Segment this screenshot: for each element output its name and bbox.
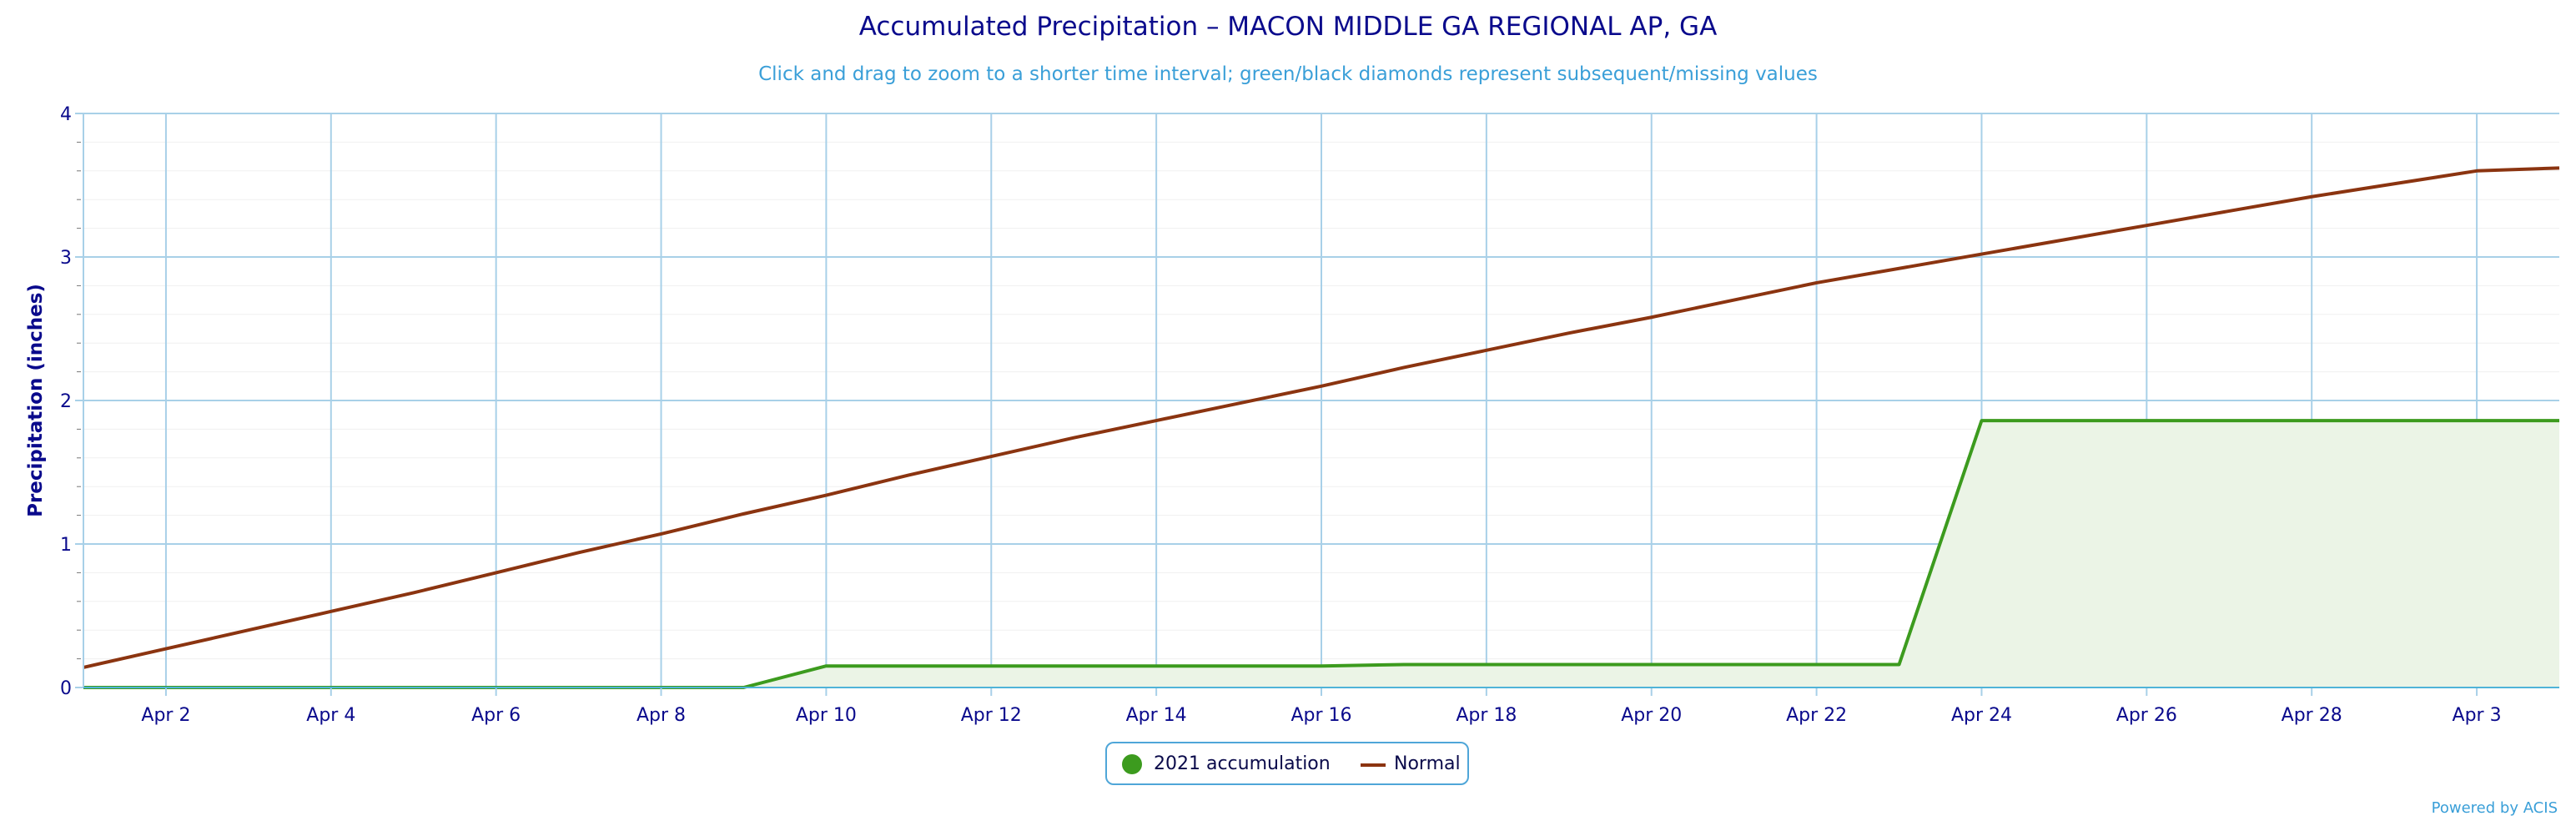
x-tick-label: Apr 4: [306, 705, 355, 726]
x-tick-label: Apr 8: [636, 705, 686, 726]
x-tick-label: Apr 6: [471, 705, 521, 726]
legend-label-2021-accumulation[interactable]: 2021 accumulation: [1154, 753, 1331, 774]
x-tick-label: Apr 24: [1951, 705, 2012, 726]
x-tick-label: Apr 3: [2453, 705, 2502, 726]
credits-link[interactable]: Powered by ACIS: [2431, 799, 2558, 817]
legend-marker-normal[interactable]: [1361, 763, 1386, 767]
series-area-2021-accumulation: [83, 421, 2559, 688]
legend: 2021 accumulation Normal: [1105, 742, 1469, 785]
legend-label-normal[interactable]: Normal: [1394, 753, 1461, 774]
chart-title: Accumulated Precipitation – MACON MIDDLE…: [858, 12, 1718, 42]
x-tick-label: Apr 18: [1456, 705, 1517, 726]
axis-layer: 0 1 2 3 4 Apr 2 Apr 4 Apr 6 Apr 8 Apr 10 Apr 12 Apr…: [60, 104, 2559, 726]
y-tick-label: 3: [60, 248, 72, 269]
x-tick-label: Apr 12: [961, 705, 1022, 726]
x-tick-label: Apr 26: [2116, 705, 2177, 726]
x-tick-label: Apr 2: [141, 705, 190, 726]
y-tick-label: 4: [60, 104, 72, 125]
x-tick-label: Apr 28: [2282, 705, 2342, 726]
y-axis-title: Precipitation (inches): [25, 284, 47, 517]
series-line-normal: [83, 166, 2560, 669]
x-tick-label: Apr 14: [1126, 705, 1187, 726]
y-tick-label: 1: [60, 535, 72, 556]
x-tick-label: Apr 20: [1621, 705, 1682, 726]
y-tick-label: 0: [60, 678, 72, 699]
legend-marker-2021-accumulation[interactable]: [1122, 754, 1142, 774]
y-tick-label: 2: [60, 391, 72, 412]
chart-subtitle: Click and drag to zoom to a shorter time…: [758, 63, 1818, 85]
x-tick-label: Apr 22: [1786, 705, 1847, 726]
x-tick-label: Apr 10: [796, 705, 857, 726]
x-tick-label: Apr 16: [1291, 705, 1351, 726]
